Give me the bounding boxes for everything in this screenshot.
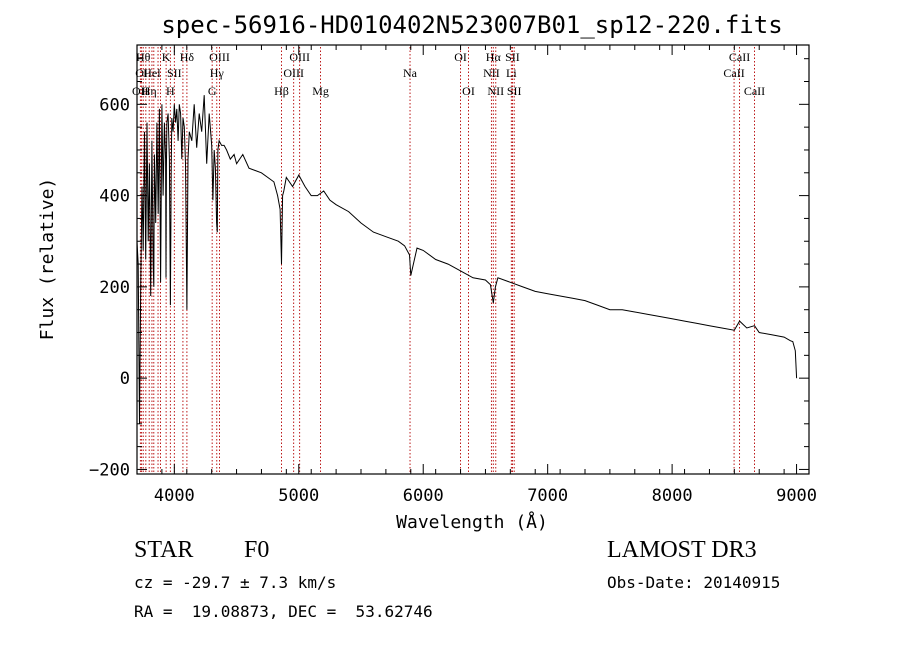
line-marker-label: Hβ (274, 84, 289, 98)
line-marker-label: Hel (143, 66, 161, 80)
y-tick-label: −200 (89, 460, 130, 480)
line-marker-label: OIII (289, 50, 310, 64)
line-marker-label: G (208, 84, 217, 98)
line-marker-label: Hθ (136, 50, 151, 64)
line-marker-label: Li (506, 66, 517, 80)
x-axis: 4000 5000 6000 7000 8000 9000 (136, 45, 817, 506)
spectrum-line (136, 95, 798, 424)
line-marker-label: OII (132, 84, 149, 98)
line-marker-label: OIII (283, 66, 304, 80)
coordinates: RA = 19.08873, DEC = 53.62746 (134, 602, 433, 621)
line-marker-label: Hα (486, 50, 502, 64)
object-subclass: F0 (244, 537, 270, 563)
plot-frame (136, 44, 810, 475)
line-marker-label: Hγ (210, 66, 225, 80)
line-marker-label: NII (487, 84, 504, 98)
y-axis: −200 0 200 400 600 (89, 58, 809, 480)
line-marker-label: SII (507, 84, 522, 98)
line-marker-label: K (162, 50, 171, 64)
x-tick-label: 4000 (154, 486, 195, 506)
y-tick-label: 200 (99, 278, 130, 298)
x-tick-label: 5000 (278, 486, 319, 506)
line-marker-label: NII (483, 66, 500, 80)
line-marker-label: SII (167, 66, 182, 80)
line-marker-label: SII (505, 50, 520, 64)
x-tick-label: 6000 (403, 486, 444, 506)
y-tick-label: 400 (99, 187, 130, 207)
line-markers (139, 47, 755, 473)
x-tick-label: 8000 (652, 486, 693, 506)
line-marker-label: Hδ (180, 50, 195, 64)
survey-name: LAMOST DR3 (607, 537, 757, 563)
x-axis-label: Wavelength (Å) (396, 511, 548, 533)
obs-date: Obs-Date: 20140915 (607, 573, 781, 592)
line-marker-label: OI (462, 84, 475, 98)
chart-title: spec-56916-HD010402N523007B01_sp12-220.f… (161, 11, 782, 39)
y-tick-label: 0 (120, 369, 130, 389)
line-marker-label: OIII (209, 50, 230, 64)
x-tick-label: 9000 (776, 486, 817, 506)
line-marker-label: H (166, 84, 175, 98)
line-marker-label: OI (135, 66, 148, 80)
line-marker-label: CaII (723, 66, 744, 80)
x-tick-label: 7000 (527, 486, 568, 506)
y-tick-label: 600 (99, 95, 130, 115)
line-marker-label: CaII (744, 84, 765, 98)
line-marker-label: Hη (142, 84, 157, 98)
line-marker-label: OI (454, 50, 467, 64)
y-axis-label: Flux (relative) (37, 178, 58, 341)
line-marker-label: Na (403, 66, 418, 80)
line-marker-label: Mg (312, 84, 329, 98)
redshift-value: cz = -29.7 ± 7.3 km/s (134, 573, 337, 592)
line-marker-label: CaII (729, 50, 750, 64)
object-class: STAR (134, 537, 194, 563)
